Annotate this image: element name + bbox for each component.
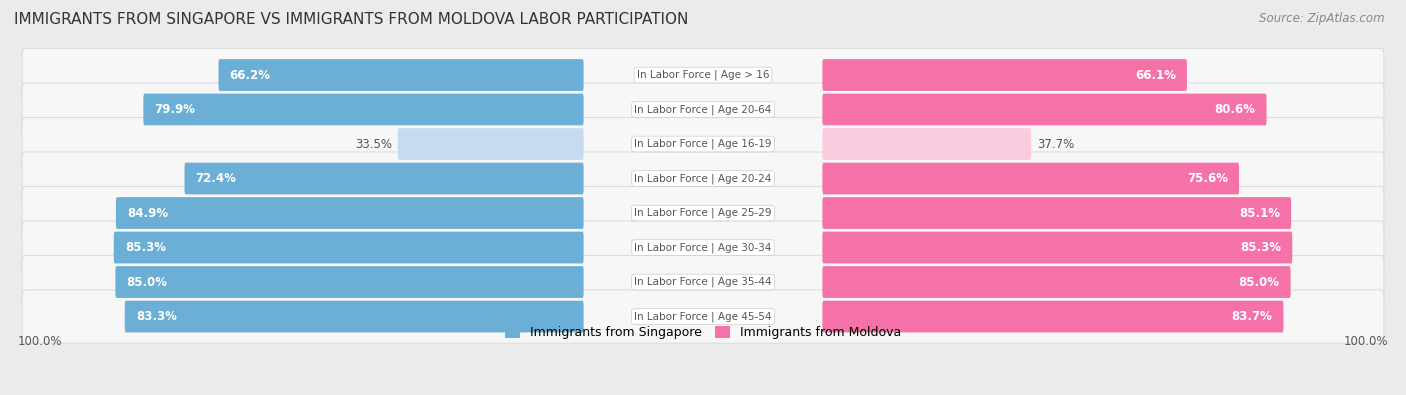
FancyBboxPatch shape <box>184 163 583 194</box>
Text: 100.0%: 100.0% <box>1344 335 1389 348</box>
FancyBboxPatch shape <box>22 186 1384 240</box>
Text: 85.3%: 85.3% <box>1240 241 1281 254</box>
Text: 83.3%: 83.3% <box>136 310 177 323</box>
Text: Source: ZipAtlas.com: Source: ZipAtlas.com <box>1260 12 1385 25</box>
FancyBboxPatch shape <box>823 163 1239 194</box>
FancyBboxPatch shape <box>823 266 1291 298</box>
FancyBboxPatch shape <box>22 256 1384 308</box>
FancyBboxPatch shape <box>22 152 1384 205</box>
Text: 79.9%: 79.9% <box>155 103 195 116</box>
Text: 85.3%: 85.3% <box>125 241 166 254</box>
Text: In Labor Force | Age > 16: In Labor Force | Age > 16 <box>637 70 769 80</box>
FancyBboxPatch shape <box>22 49 1384 102</box>
Text: 85.0%: 85.0% <box>127 276 167 288</box>
Text: 66.2%: 66.2% <box>229 68 270 81</box>
Text: 85.0%: 85.0% <box>1239 276 1279 288</box>
Text: In Labor Force | Age 45-54: In Labor Force | Age 45-54 <box>634 311 772 322</box>
Text: 37.7%: 37.7% <box>1036 137 1074 150</box>
FancyBboxPatch shape <box>218 59 583 91</box>
FancyBboxPatch shape <box>22 221 1384 274</box>
FancyBboxPatch shape <box>143 94 583 125</box>
Legend: Immigrants from Singapore, Immigrants from Moldova: Immigrants from Singapore, Immigrants fr… <box>501 322 905 344</box>
FancyBboxPatch shape <box>398 128 583 160</box>
FancyBboxPatch shape <box>823 94 1267 125</box>
FancyBboxPatch shape <box>823 128 1031 160</box>
Text: IMMIGRANTS FROM SINGAPORE VS IMMIGRANTS FROM MOLDOVA LABOR PARTICIPATION: IMMIGRANTS FROM SINGAPORE VS IMMIGRANTS … <box>14 12 689 27</box>
FancyBboxPatch shape <box>823 231 1292 263</box>
FancyBboxPatch shape <box>22 83 1384 136</box>
FancyBboxPatch shape <box>22 290 1384 343</box>
Text: In Labor Force | Age 25-29: In Labor Force | Age 25-29 <box>634 208 772 218</box>
Text: In Labor Force | Age 16-19: In Labor Force | Age 16-19 <box>634 139 772 149</box>
Text: In Labor Force | Age 35-44: In Labor Force | Age 35-44 <box>634 277 772 287</box>
FancyBboxPatch shape <box>823 301 1284 333</box>
Text: 33.5%: 33.5% <box>356 137 392 150</box>
Text: 83.7%: 83.7% <box>1232 310 1272 323</box>
Text: In Labor Force | Age 20-24: In Labor Force | Age 20-24 <box>634 173 772 184</box>
FancyBboxPatch shape <box>125 301 583 333</box>
Text: In Labor Force | Age 20-64: In Labor Force | Age 20-64 <box>634 104 772 115</box>
Text: 84.9%: 84.9% <box>127 207 169 220</box>
FancyBboxPatch shape <box>823 59 1187 91</box>
Text: 85.1%: 85.1% <box>1239 207 1279 220</box>
Text: 100.0%: 100.0% <box>17 335 62 348</box>
FancyBboxPatch shape <box>114 231 583 263</box>
Text: 66.1%: 66.1% <box>1135 68 1175 81</box>
FancyBboxPatch shape <box>22 117 1384 171</box>
FancyBboxPatch shape <box>823 197 1291 229</box>
FancyBboxPatch shape <box>115 197 583 229</box>
Text: In Labor Force | Age 30-34: In Labor Force | Age 30-34 <box>634 242 772 253</box>
FancyBboxPatch shape <box>115 266 583 298</box>
Text: 80.6%: 80.6% <box>1215 103 1256 116</box>
Text: 75.6%: 75.6% <box>1187 172 1227 185</box>
Text: 72.4%: 72.4% <box>195 172 236 185</box>
